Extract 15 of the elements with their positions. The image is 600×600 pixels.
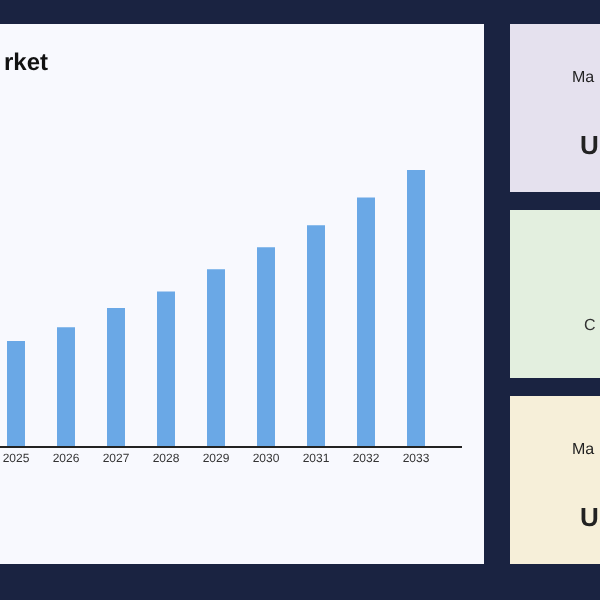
text: U	[580, 502, 599, 532]
bar	[7, 341, 25, 446]
bar	[407, 170, 425, 446]
text: Ma	[572, 68, 596, 86]
bar	[257, 247, 275, 446]
text: C	[584, 316, 596, 334]
bar	[207, 269, 225, 446]
bar	[57, 327, 75, 446]
chart-title: rket	[4, 48, 49, 76]
bar	[107, 308, 125, 446]
text: Ma	[572, 440, 596, 458]
bar	[357, 197, 375, 446]
bar	[157, 291, 175, 446]
text: U	[580, 130, 599, 160]
bar	[307, 225, 325, 446]
